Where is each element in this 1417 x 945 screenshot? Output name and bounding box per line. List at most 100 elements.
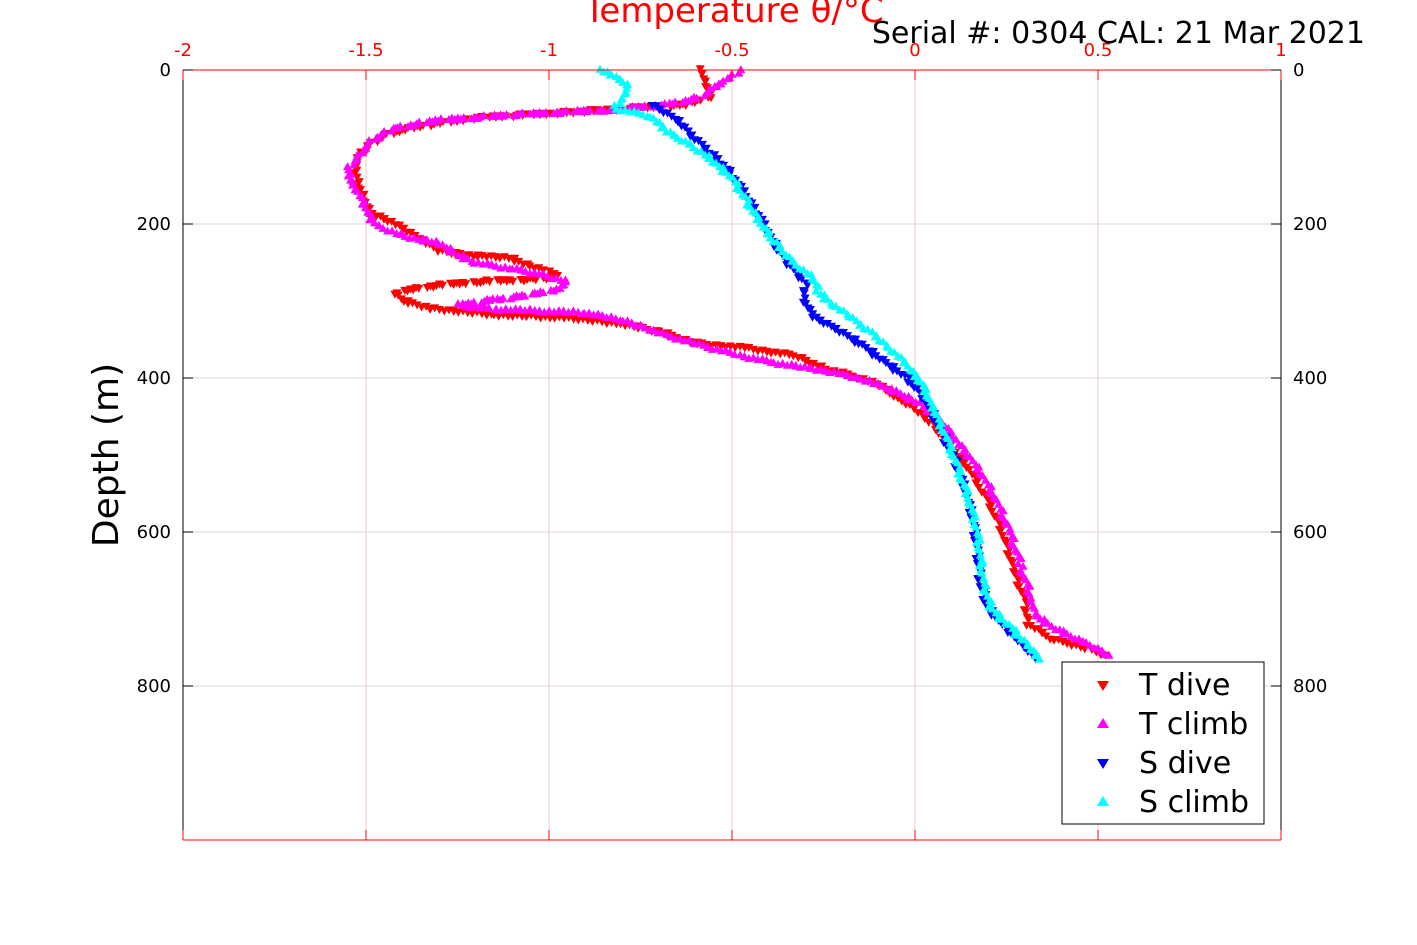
legend-marker-t-climb: [1097, 718, 1109, 728]
data-point: [1004, 619, 1014, 628]
data-point: [1024, 615, 1034, 624]
data-point: [882, 342, 892, 351]
data-point: [752, 215, 762, 223]
series-s-climb: [595, 64, 1044, 663]
data-point: [549, 108, 559, 117]
data-point: [998, 532, 1008, 540]
data-point: [688, 143, 698, 152]
data-point: [806, 270, 816, 279]
data-point: [1034, 654, 1044, 663]
data-point: [704, 154, 714, 163]
y-tick-label-right: 800: [1293, 676, 1327, 697]
data-point: [584, 308, 594, 317]
data-point: [678, 97, 688, 106]
data-point: [799, 289, 809, 298]
data-point: [979, 573, 989, 582]
data-point: [703, 342, 713, 351]
data-point: [605, 106, 615, 115]
legend-marker-s-dive: [1097, 759, 1109, 769]
data-point: [951, 434, 961, 443]
data-point: [1009, 534, 1019, 543]
data-point: [356, 186, 366, 195]
data-point: [409, 232, 419, 241]
data-point: [977, 568, 987, 577]
data-point: [955, 462, 965, 471]
legend-item-t-dive: T dive: [1097, 668, 1230, 703]
data-point: [905, 374, 915, 383]
data-point: [974, 484, 984, 493]
data-point: [721, 167, 731, 176]
data-point: [987, 507, 997, 516]
data-point: [509, 110, 519, 119]
data-point: [831, 301, 841, 310]
data-point: [855, 320, 865, 329]
data-point: [980, 597, 990, 606]
legend: T dive T climb S dive S climb: [1061, 661, 1265, 825]
data-point: [1031, 611, 1041, 620]
legend-marker-t-dive: [1097, 681, 1109, 691]
data-point: [605, 70, 615, 79]
data-point: [891, 386, 901, 395]
data-point: [1025, 581, 1035, 590]
data-point: [1071, 641, 1081, 650]
axes: [182, 69, 1282, 841]
data-point: [545, 267, 555, 276]
data-point: [506, 294, 516, 303]
data-point: [444, 114, 454, 123]
data-point: [387, 226, 397, 235]
data-point: [422, 284, 432, 293]
legend-label-t-dive: T dive: [1138, 668, 1230, 703]
data-point: [633, 108, 643, 117]
data-point: [349, 160, 359, 169]
x-tick-label: 1: [1275, 40, 1286, 61]
y-axis-title: Depth (m): [86, 363, 127, 547]
data-point: [964, 466, 974, 475]
data-point: [997, 614, 1007, 623]
data-point: [525, 262, 535, 271]
data-point: [700, 91, 710, 100]
data-point: [685, 133, 695, 142]
data-point: [697, 70, 707, 79]
data-point: [1018, 561, 1028, 570]
x-tick-label: -0.5: [714, 40, 749, 61]
x-tick-label: 0.5: [1084, 40, 1113, 61]
data-point: [976, 550, 986, 559]
data-point: [1021, 608, 1031, 617]
x-tick-label: -1: [540, 40, 558, 61]
data-point: [984, 503, 994, 512]
data-point: [1037, 629, 1047, 638]
data-point: [906, 379, 916, 388]
y-tick-label-left: 400: [137, 368, 171, 389]
data-point: [365, 215, 375, 224]
data-point: [696, 147, 706, 156]
data-point: [739, 351, 749, 360]
x-axis-title: Temperature θ/°C: [583, 0, 883, 31]
legend-box: [1061, 661, 1265, 825]
data-point: [842, 332, 852, 341]
data-point: [895, 388, 905, 397]
data-point: [962, 493, 972, 502]
data-point: [695, 65, 705, 74]
data-point: [569, 107, 579, 116]
data-point: [514, 257, 524, 266]
data-point: [851, 372, 861, 381]
data-point: [873, 379, 883, 388]
data-point: [823, 319, 833, 328]
data-point: [493, 276, 503, 285]
data-point: [403, 122, 413, 131]
legend-label-s-climb: S climb: [1139, 785, 1249, 820]
legend-label-t-climb: T climb: [1138, 707, 1248, 742]
data-point: [352, 173, 362, 182]
data-point: [611, 314, 621, 323]
plot-markers: [342, 64, 1114, 664]
data-point: [484, 303, 494, 312]
data-point: [814, 317, 824, 326]
data-point: [712, 344, 722, 353]
data-point: [809, 359, 819, 368]
x-tick-label: -1.5: [348, 40, 383, 61]
data-point: [666, 332, 676, 341]
data-point: [358, 148, 368, 157]
data-point: [1062, 639, 1072, 648]
data-point: [620, 105, 630, 114]
data-point: [406, 228, 416, 237]
